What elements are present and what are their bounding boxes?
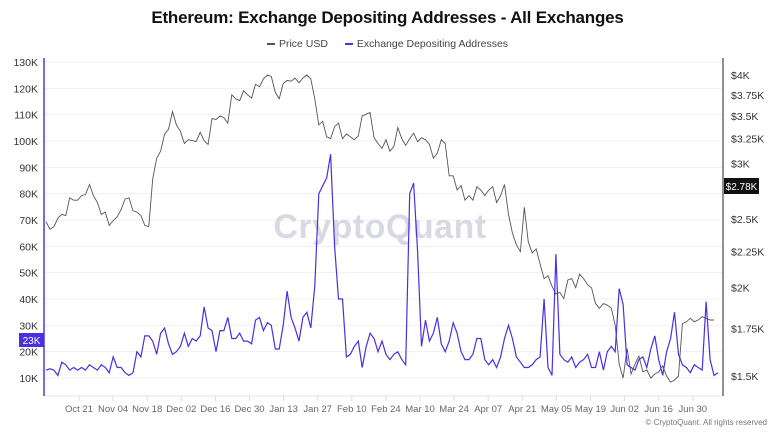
svg-text:$3.75K: $3.75K — [731, 90, 764, 102]
svg-text:$1.75K: $1.75K — [731, 324, 764, 336]
chart-title: Ethereum: Exchange Depositing Addresses … — [151, 8, 624, 27]
svg-text:60K: 60K — [19, 241, 38, 253]
svg-text:Oct 21: Oct 21 — [65, 404, 93, 415]
svg-text:10K: 10K — [19, 373, 38, 385]
svg-text:May 19: May 19 — [575, 404, 606, 415]
svg-text:Dec 02: Dec 02 — [166, 404, 196, 415]
svg-text:Mar 24: Mar 24 — [439, 404, 469, 415]
current-price-badge: $2.78K — [724, 178, 759, 194]
legend-item-deposits[interactable]: Exchange Depositing Addresses — [344, 38, 509, 50]
right-axis: $1.5K $1.75K $2K $2.25K $2.5K $3K $3.25K $3.5K $… — [731, 70, 764, 383]
svg-text:130K: 130K — [13, 57, 38, 69]
svg-text:Jun 30: Jun 30 — [679, 404, 708, 415]
svg-text:$2.78K: $2.78K — [726, 182, 758, 193]
left-axis: 10K 20K 30K 40K 50K 60K 70K 80K 90K 100K 110K 120K 1… — [13, 57, 38, 385]
svg-text:Jun 02: Jun 02 — [610, 404, 639, 415]
chart-legend: Price USD Exchange Depositing Addresses — [0, 38, 775, 50]
svg-text:20K: 20K — [19, 347, 38, 359]
svg-text:80K: 80K — [19, 189, 38, 201]
svg-text:$2.25K: $2.25K — [731, 247, 764, 259]
svg-text:90K: 90K — [19, 162, 38, 174]
legend-label-deposits: Exchange Depositing Addresses — [356, 38, 509, 50]
svg-text:Feb 10: Feb 10 — [337, 404, 367, 415]
svg-text:Nov 04: Nov 04 — [98, 404, 128, 415]
svg-text:$2K: $2K — [731, 283, 750, 295]
svg-text:40K: 40K — [19, 294, 38, 306]
svg-text:Jun 16: Jun 16 — [644, 404, 673, 415]
legend-swatch-price — [266, 43, 275, 45]
svg-text:100K: 100K — [13, 136, 38, 148]
svg-text:Dec 30: Dec 30 — [234, 404, 264, 415]
depositing-addresses-line — [45, 154, 719, 377]
x-axis: Oct 21 Nov 04 Nov 18 Dec 02 Dec 16 Dec 30 Jan … — [45, 395, 722, 415]
svg-text:Apr 21: Apr 21 — [508, 404, 536, 415]
copyright-notice: © CryptoQuant. All rights reserved — [645, 418, 768, 427]
svg-text:70K: 70K — [19, 215, 38, 227]
legend-swatch-deposits — [344, 43, 353, 45]
svg-text:Mar 10: Mar 10 — [405, 404, 435, 415]
legend-item-price[interactable]: Price USD — [266, 38, 328, 50]
svg-text:23K: 23K — [23, 336, 41, 347]
svg-text:$4K: $4K — [731, 70, 750, 82]
svg-text:50K: 50K — [19, 268, 38, 280]
watermark: CryptoQuant — [273, 208, 486, 246]
svg-text:$2.5K: $2.5K — [731, 214, 758, 226]
svg-text:Feb 24: Feb 24 — [371, 404, 401, 415]
current-deposits-badge: 23K — [19, 333, 44, 347]
svg-text:Nov 18: Nov 18 — [132, 404, 162, 415]
svg-text:120K: 120K — [13, 83, 38, 95]
svg-text:$3.25K: $3.25K — [731, 134, 764, 146]
svg-text:Apr 07: Apr 07 — [474, 404, 502, 415]
svg-text:Dec 16: Dec 16 — [200, 404, 230, 415]
svg-text:30K: 30K — [19, 320, 38, 332]
svg-text:$3K: $3K — [731, 158, 750, 170]
price-usd-line — [45, 74, 714, 383]
svg-text:Jan 13: Jan 13 — [269, 404, 298, 415]
legend-label-price: Price USD — [278, 38, 328, 50]
svg-text:Jan 27: Jan 27 — [303, 404, 332, 415]
svg-text:May 05: May 05 — [541, 404, 572, 415]
gridlines — [45, 61, 722, 379]
svg-text:$3.5K: $3.5K — [731, 111, 758, 123]
svg-text:110K: 110K — [14, 110, 38, 122]
svg-text:$1.5K: $1.5K — [731, 371, 758, 383]
